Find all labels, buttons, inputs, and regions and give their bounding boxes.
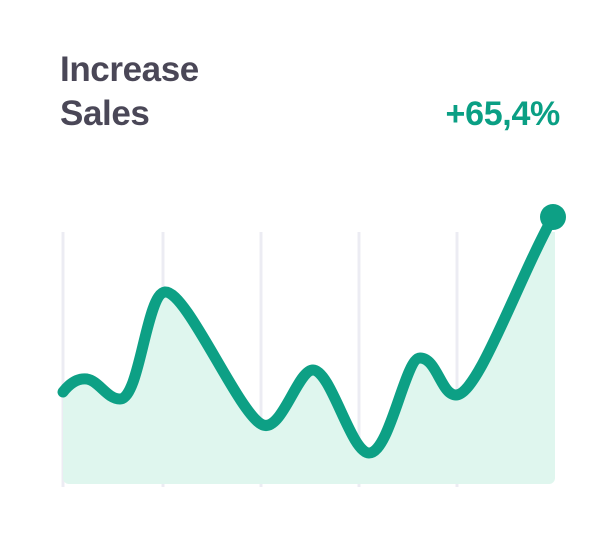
card-header: Increase Sales +65,4%	[60, 48, 560, 144]
chart-area-fill	[63, 232, 555, 484]
chart-trend-line	[57, 211, 559, 459]
end-point-marker-icon	[540, 204, 566, 230]
delta-percentage-badge: +65,4%	[445, 95, 561, 133]
page-title: Increase Sales	[60, 50, 199, 133]
